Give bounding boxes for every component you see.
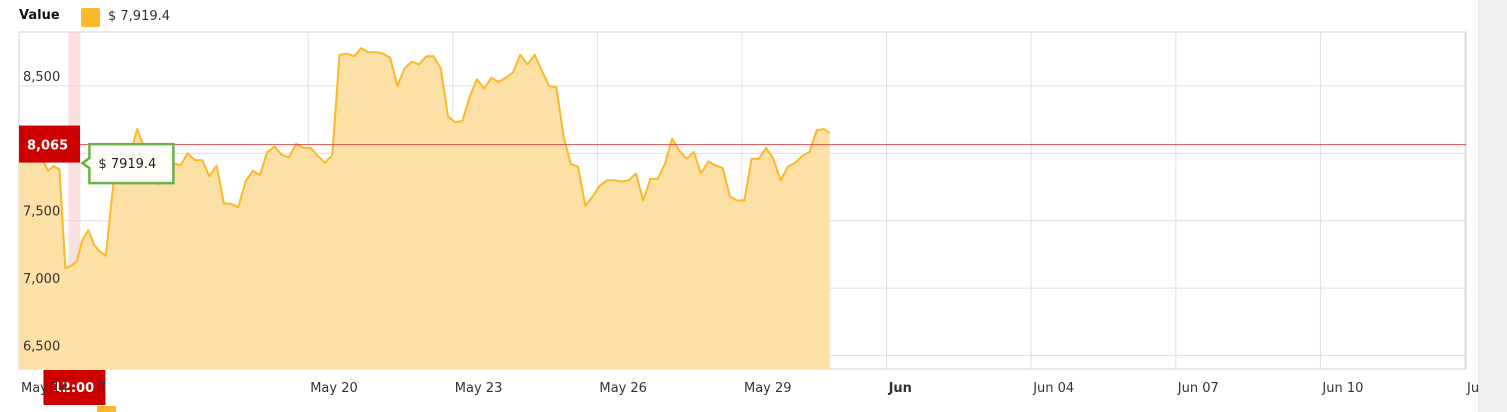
x-tick-label: May 26 — [599, 381, 647, 396]
x-tick-label: Jun — [888, 381, 912, 396]
crosshair-value-text: 8,065 — [27, 139, 68, 154]
bottom-legend-swatch — [97, 406, 116, 412]
crosshair-date-label — [43, 370, 106, 405]
crosshair-date-text: 12:00 — [53, 381, 94, 396]
legend-title: Value — [19, 8, 60, 23]
x-tick-label: Ju — [1466, 381, 1479, 396]
y-tick-label: 6,500 — [23, 340, 60, 355]
x-tick-label: Jun 10 — [1321, 381, 1363, 396]
x-tick-label: Jun 07 — [1177, 381, 1219, 396]
x-tick-label: May 14 — [21, 381, 69, 396]
crosshair-value-label — [19, 125, 80, 163]
y-tick-label: 7,500 — [23, 205, 60, 220]
tooltip-text: $ 7919.4 — [98, 157, 156, 172]
tooltip-box — [80, 142, 175, 185]
series-area — [19, 48, 830, 369]
chart-overlay: 8,065 12:00 7 $ 7919.4 — [19, 125, 1466, 405]
chart-plot — [18, 47, 831, 369]
y-tick-label: 7,000 — [23, 272, 60, 287]
x-tick-label: May 29 — [744, 381, 792, 396]
y-tick-label: 8,500 — [23, 70, 60, 85]
series-line — [19, 47, 831, 269]
vertical-scrollbar[interactable] — [1478, 0, 1507, 412]
x-tick-label: May 20 — [310, 381, 358, 396]
x-tick-label: May 23 — [455, 381, 503, 396]
chart-legend: Value $ 7,919.4 — [0, 0, 1480, 34]
legend-value: $ 7,919.4 — [108, 9, 171, 24]
legend-swatch — [81, 8, 100, 27]
crosshair-date-trailing: 7 — [98, 381, 106, 396]
chart-axes: 6,500 7,000 7,500 8,500 May 14 May 20 May 23 Ma… — [21, 70, 1479, 412]
x-tick-label: Jun 04 — [1032, 381, 1074, 396]
